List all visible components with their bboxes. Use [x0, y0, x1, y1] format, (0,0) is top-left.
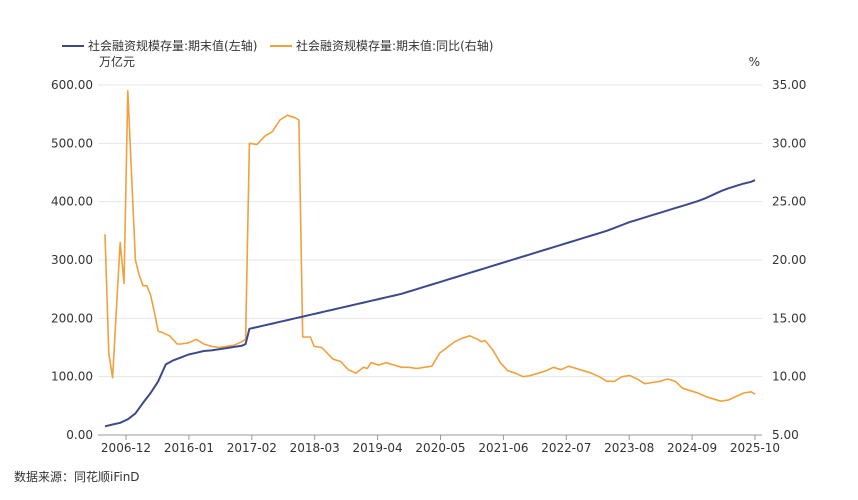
x-axis-tick-label: 2021-06 — [478, 441, 528, 455]
right-axis-tick-label: 20.00 — [772, 253, 806, 267]
legend-label-right-series: 社会融资规模存量:期末值:同比(右轴) — [296, 38, 493, 53]
left-axis-tick-label: 300.00 — [51, 253, 93, 267]
x-axis-tick-label: 2006-12 — [101, 441, 151, 455]
x-axis-tick-label: 2016-01 — [164, 441, 214, 455]
legend-item-right-series[interactable]: 社会融资规模存量:期末值:同比(右轴) — [270, 38, 493, 53]
series-layer — [104, 90, 756, 428]
x-axis-tick-label: 2025-10 — [730, 441, 780, 455]
left-axis-tick-label: 0.00 — [66, 428, 93, 442]
right-axis-tick-label: 25.00 — [772, 195, 806, 209]
x-axis-tick-label: 2018-03 — [290, 441, 340, 455]
series-line-right-axis[interactable] — [104, 90, 756, 403]
right-axis-tick-label: 10.00 — [772, 370, 806, 384]
x-axis-tick-label: 2024-09 — [667, 441, 717, 455]
left-axis-unit: 万亿元 — [99, 54, 135, 69]
legend-label-left-series: 社会融资规模存量:期末值(左轴) — [88, 38, 257, 53]
right-axis-tick-label: 35.00 — [772, 78, 806, 92]
left-axis-tick-label: 600.00 — [51, 78, 93, 92]
left-axis-tick-label: 100.00 — [51, 370, 93, 384]
left-axis-tick-label: 500.00 — [51, 136, 93, 150]
legend-item-left-series[interactable]: 社会融资规模存量:期末值(左轴) — [62, 38, 257, 53]
right-axis-unit: % — [749, 55, 760, 69]
legend: 社会融资规模存量:期末值(左轴) 社会融资规模存量:期末值:同比(右轴) — [62, 38, 493, 53]
right-axis-tick-label: 5.00 — [772, 428, 799, 442]
axes: 0.00 5.00 100.00 10.00 200.00 15.00 300.00 20.0… — [51, 78, 806, 455]
x-axis-tick-label: 2020-05 — [415, 441, 465, 455]
x-axis-tick-label: 2017-02 — [227, 441, 277, 455]
x-axis-tick-label: 2023-08 — [604, 441, 654, 455]
right-axis-tick-label: 15.00 — [772, 311, 806, 325]
left-axis-tick-label: 200.00 — [51, 311, 93, 325]
left-axis-tick-label: 400.00 — [51, 195, 93, 209]
x-axis-tick-label: 2022-07 — [541, 441, 591, 455]
right-axis-tick-label: 30.00 — [772, 136, 806, 150]
grid — [98, 84, 762, 378]
x-axis-tick-label: 2019-04 — [353, 441, 403, 455]
data-source-note: 数据来源：同花顺iFinD — [14, 469, 140, 484]
series-line-left-axis[interactable] — [104, 179, 756, 428]
